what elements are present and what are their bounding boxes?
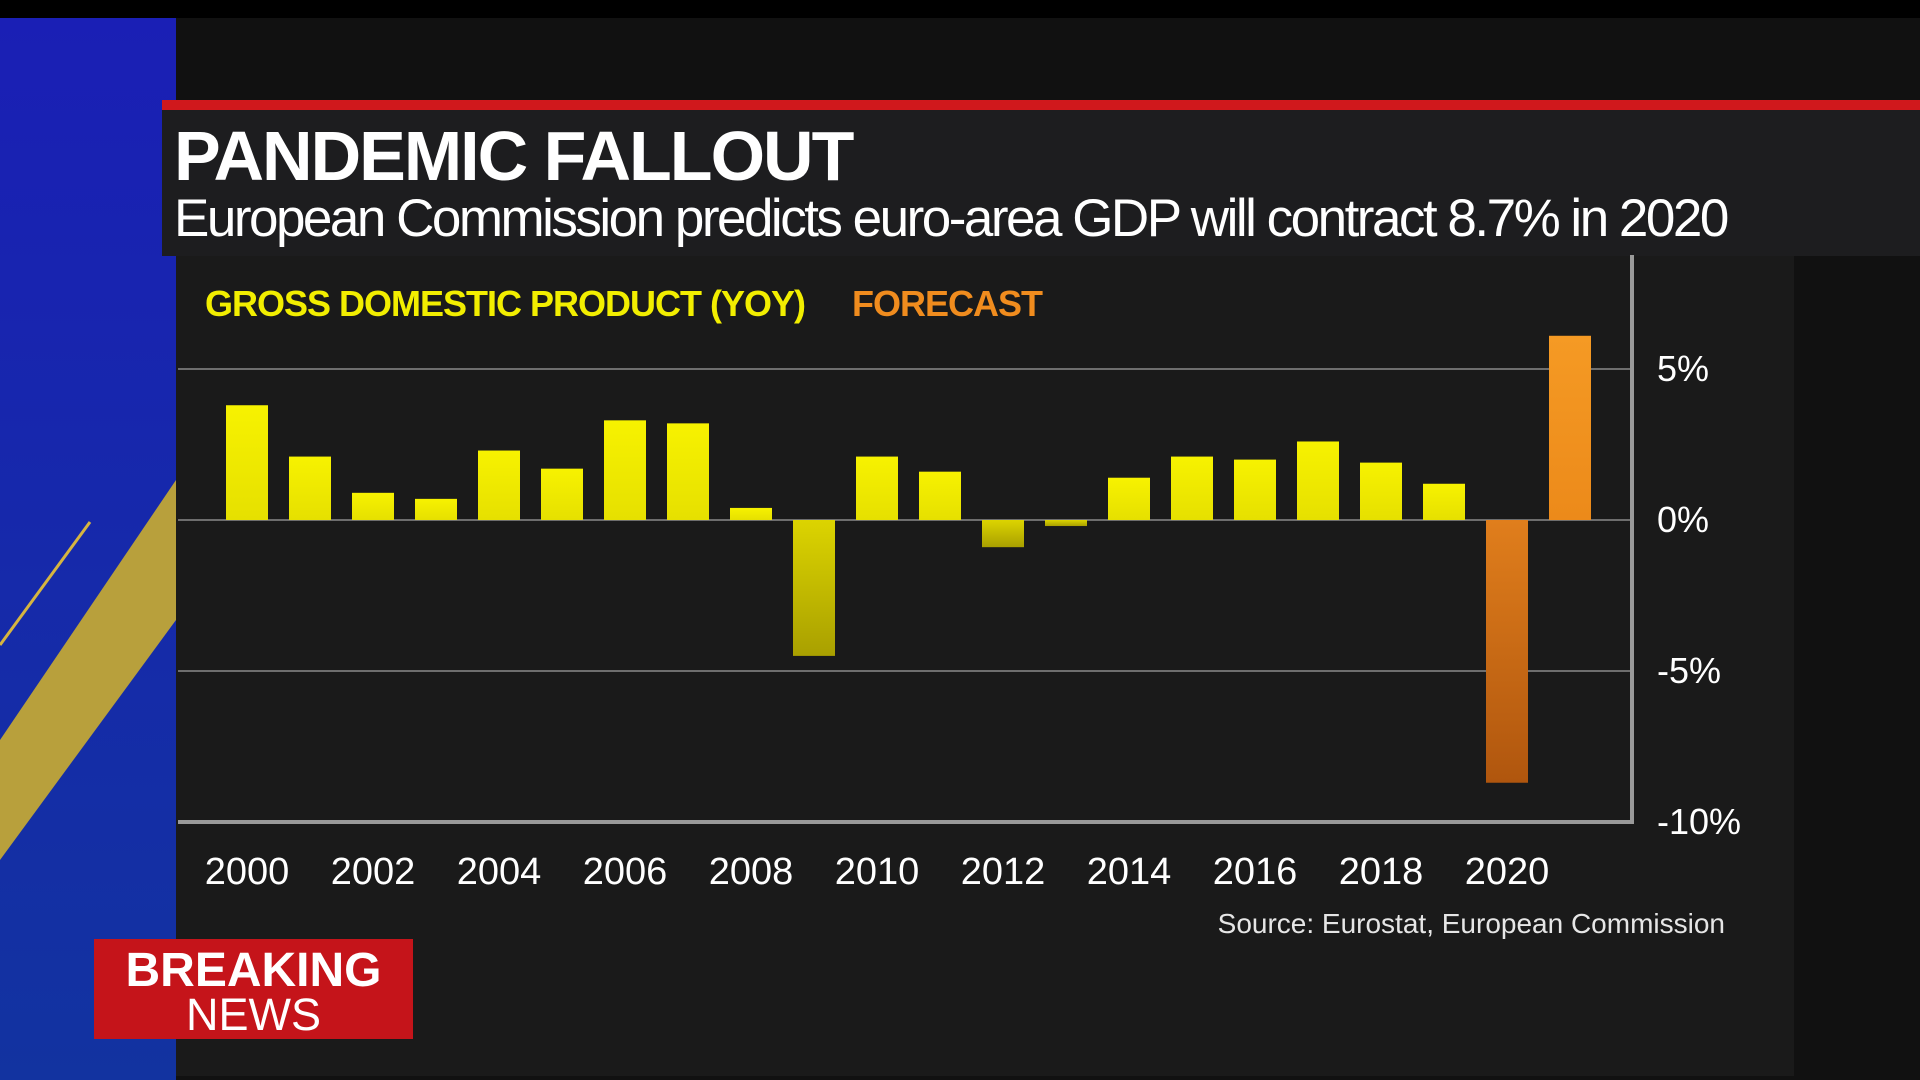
header-red-line xyxy=(162,100,1920,110)
x-tick-label: 2000 xyxy=(205,851,290,893)
y-tick-label: -10% xyxy=(1657,801,1741,842)
page-title: PANDEMIC FALLOUT xyxy=(174,117,854,195)
x-tick-label: 2016 xyxy=(1213,851,1298,893)
x-tick-label: 2018 xyxy=(1339,851,1424,893)
gdp-bar xyxy=(352,492,394,520)
x-tick-label: 2020 xyxy=(1465,851,1550,893)
breaking-news-badge: BREAKING NEWS xyxy=(94,939,413,1040)
gold-thin-line xyxy=(0,521,92,646)
gdp-bar xyxy=(1108,477,1150,520)
x-tick-label: 2002 xyxy=(331,851,416,893)
x-tick-label: 2010 xyxy=(835,851,920,893)
gdp-bar xyxy=(226,405,268,520)
gdp-bar xyxy=(415,498,457,520)
gdp-bar xyxy=(1360,462,1402,520)
gdp-bar xyxy=(1045,520,1087,527)
y-tick-label: 5% xyxy=(1657,348,1709,389)
gdp-bar xyxy=(856,456,898,520)
forecast-bar xyxy=(1486,520,1528,783)
page-subtitle: European Commission predicts euro-area G… xyxy=(174,189,1729,248)
gdp-bar xyxy=(604,420,646,520)
gdp-bar xyxy=(541,468,583,520)
breaking-label: BREAKING xyxy=(125,944,382,997)
gdp-bar xyxy=(1234,459,1276,520)
gdp-bar xyxy=(478,450,520,520)
y-tick-label: 0% xyxy=(1657,499,1709,540)
gdp-bar xyxy=(730,507,772,520)
gdp-bar xyxy=(982,520,1024,548)
x-tick-label: 2008 xyxy=(709,851,794,893)
gdp-bar xyxy=(793,520,835,656)
header-banner: PANDEMIC FALLOUT European Commission pre… xyxy=(162,100,1920,256)
x-tick-label: 2012 xyxy=(961,851,1046,893)
gdp-bar xyxy=(667,423,709,520)
x-tick-label: 2004 xyxy=(457,851,542,893)
x-tick-label: 2014 xyxy=(1087,851,1172,893)
gdp-bar xyxy=(1423,483,1465,520)
top-black-bar xyxy=(0,0,1920,18)
gold-stripe xyxy=(0,480,176,860)
legend-forecast: FORECAST xyxy=(852,283,1043,324)
y-tick-label: -5% xyxy=(1657,650,1721,691)
x-tick-label: 2006 xyxy=(583,851,668,893)
source-note: Source: Eurostat, European Commission xyxy=(1217,908,1725,939)
legend-gdp: GROSS DOMESTIC PRODUCT (YOY) xyxy=(205,283,805,324)
gdp-bar xyxy=(289,456,331,520)
gdp-bar xyxy=(1171,456,1213,520)
forecast-bar xyxy=(1549,335,1591,520)
gdp-bar xyxy=(919,471,961,520)
gdp-bar xyxy=(1297,441,1339,520)
news-label: NEWS xyxy=(186,989,321,1040)
